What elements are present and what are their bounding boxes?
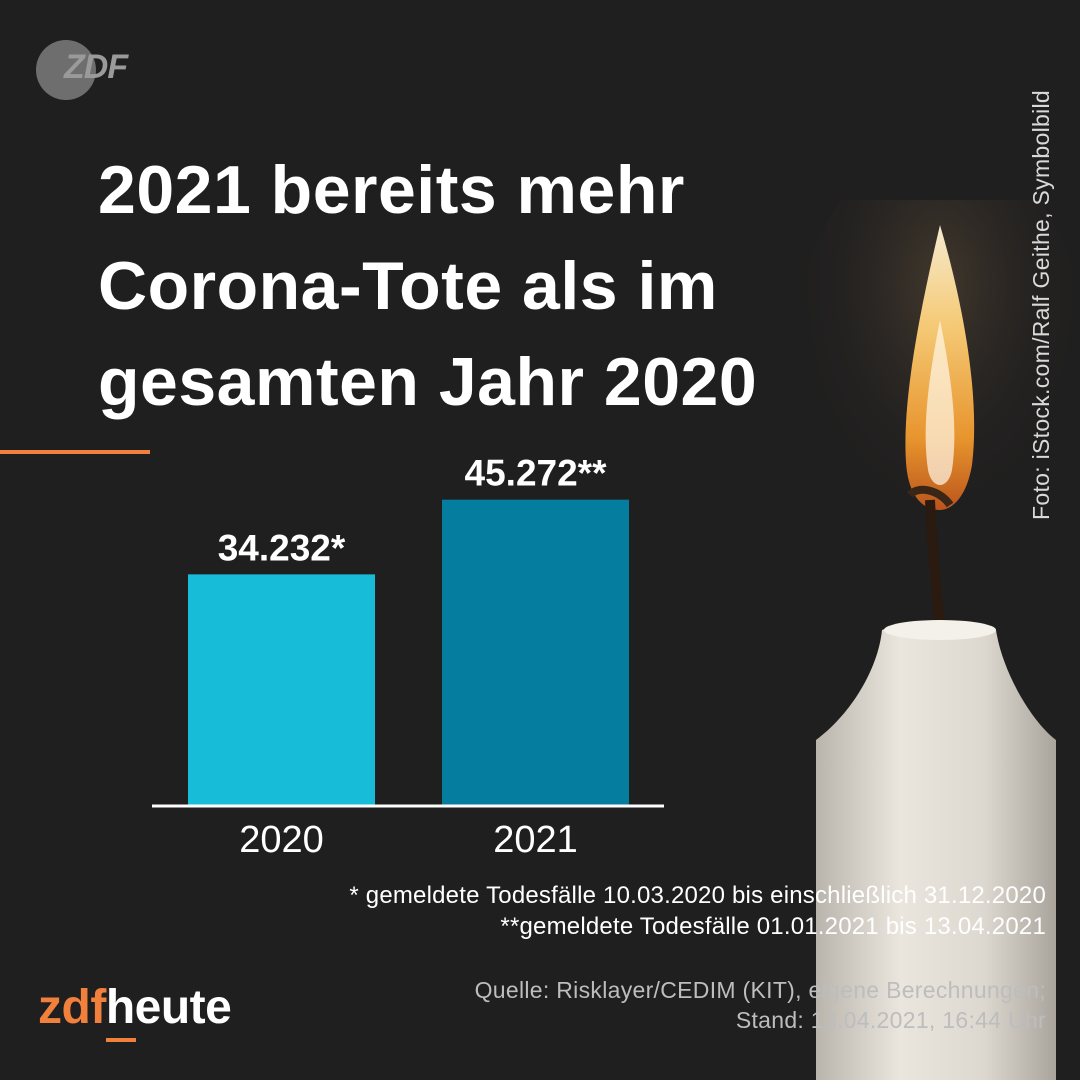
labels-layer: 34.232* 2020 45.272** 2021 bbox=[218, 453, 607, 861]
zdf-logo-icon: ZDF bbox=[36, 40, 142, 100]
bar-2020 bbox=[188, 574, 375, 806]
zdf-logo-text: ZDF bbox=[64, 48, 128, 86]
stand-text: Stand: 13.04.2021, 16:44 Uhr bbox=[735, 1007, 1046, 1033]
page-title: 2021 bereits mehr Corona-Tote als im ges… bbox=[98, 152, 758, 420]
bars-layer bbox=[188, 499, 629, 806]
accent-divider bbox=[0, 450, 150, 454]
brand-underline bbox=[105, 1038, 136, 1042]
brand-zdf: zdf bbox=[38, 981, 106, 1034]
footnote-2021: **gemeldete Todesfälle 01.01.2021 bis 13… bbox=[500, 913, 1046, 940]
value-label-2020: 34.232* bbox=[218, 527, 346, 568]
brand-heute: heute bbox=[105, 981, 232, 1034]
zdfheute-logo: zdfheute bbox=[38, 980, 232, 1042]
footnote-2020: * gemeldete Todesfälle 10.03.2020 bis ei… bbox=[349, 882, 1046, 909]
candle-image bbox=[790, 200, 1080, 1080]
category-label-2021: 2021 bbox=[493, 819, 578, 861]
category-label-2020: 2020 bbox=[239, 819, 324, 861]
value-label-2021: 45.272** bbox=[465, 453, 608, 494]
source-text: Quelle: Risklayer/CEDIM (KIT), eigene Be… bbox=[474, 977, 1046, 1003]
bar-2021 bbox=[442, 499, 629, 806]
